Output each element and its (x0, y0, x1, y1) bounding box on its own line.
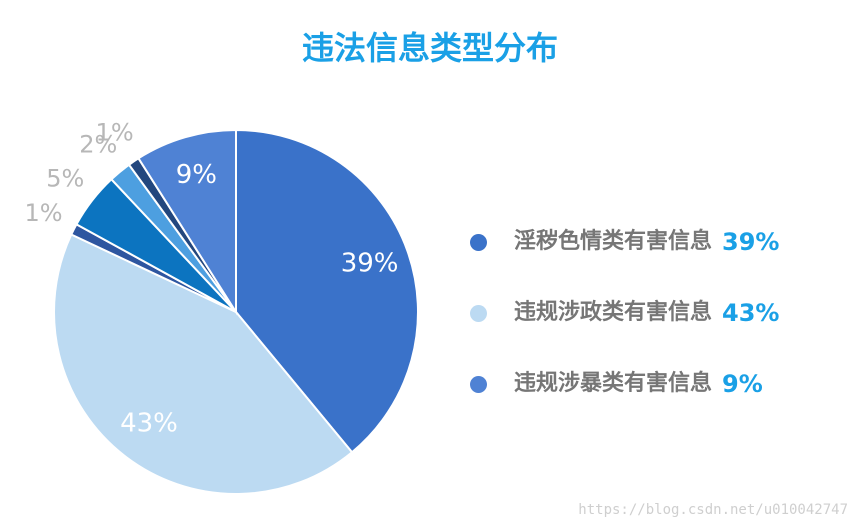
slice-label: 1% (24, 199, 62, 227)
slice-label: 2% (79, 131, 117, 159)
legend-dot-icon (470, 376, 487, 393)
chart-title: 违法信息类型分布 (301, 29, 558, 67)
pie-slice (53, 233, 354, 495)
legend-value: 39% (722, 228, 780, 256)
legend-value: 43% (722, 299, 780, 327)
legend-dot-icon (470, 305, 487, 322)
legend-item-porn: 淫秽色情类有害信息 39% (470, 222, 850, 293)
legend-item-politics: 违规涉政类有害信息 43% (470, 293, 850, 364)
legend-value: 9% (722, 370, 763, 398)
slice-label: 43% (120, 409, 178, 439)
slice-label: 39% (341, 248, 399, 278)
legend-item-violence: 违规涉暴类有害信息 9% (470, 364, 850, 435)
legend-label: 违规涉政类有害信息 (514, 300, 713, 325)
watermark-url: https://blog.csdn.net/u010042747 (578, 502, 848, 518)
legend: 淫秽色情类有害信息 39% 违规涉政类有害信息 43% 违规涉暴类有害信息 9% (470, 222, 850, 435)
slice-label: 1% (96, 118, 134, 146)
slice-label: 5% (46, 165, 84, 193)
pie-slice (235, 128, 419, 454)
pie-slice (137, 128, 237, 316)
legend-label: 违规涉暴类有害信息 (514, 371, 713, 396)
legend-dot-icon (470, 234, 487, 251)
slice-label: 9% (176, 160, 217, 190)
legend-label: 淫秽色情类有害信息 (514, 229, 713, 254)
